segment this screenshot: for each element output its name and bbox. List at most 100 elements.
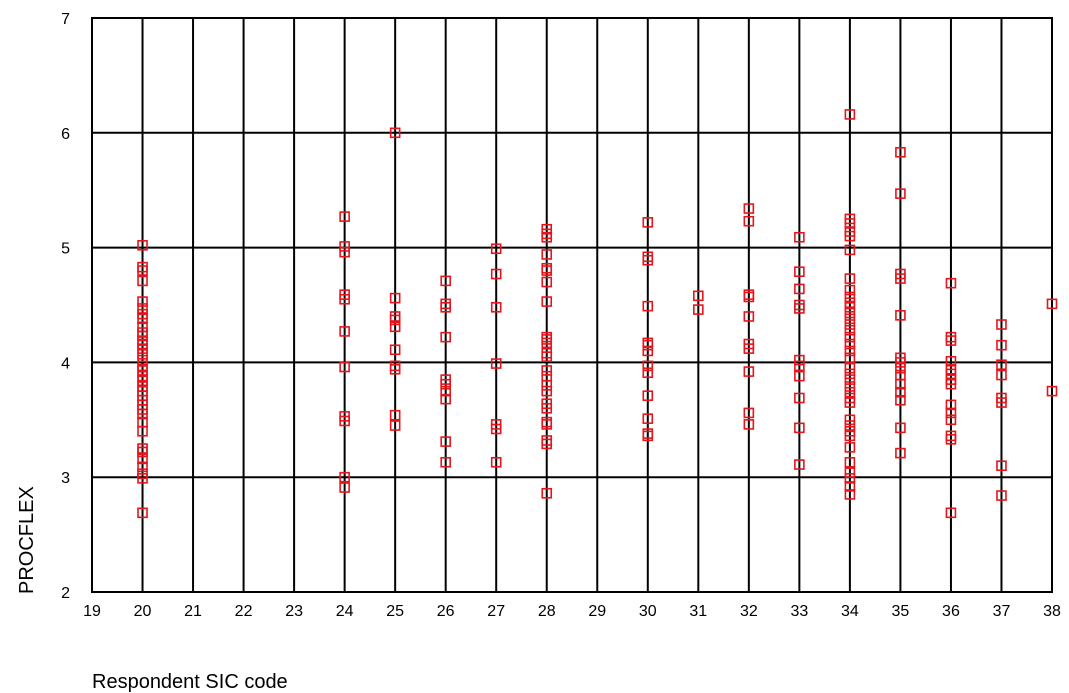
- data-point: [844, 420, 856, 431]
- data-point: [440, 393, 451, 405]
- data-point: [844, 442, 856, 453]
- data-point: [743, 407, 755, 419]
- data-point: [490, 243, 502, 255]
- data-point: [945, 378, 957, 390]
- data-point: [794, 422, 805, 434]
- data-point: [945, 434, 957, 445]
- data-point: [743, 419, 755, 430]
- y-axis-ticks: 2 3 4 5 6 7: [61, 11, 70, 602]
- data-point: [137, 354, 148, 366]
- data-point: [844, 218, 856, 229]
- data-point: [642, 367, 654, 379]
- x-tick-label: 31: [689, 603, 707, 620]
- data-point: [743, 366, 755, 377]
- data-point: [490, 268, 502, 280]
- data-point: [844, 313, 856, 325]
- data-point: [541, 487, 553, 499]
- data-point: [844, 338, 856, 350]
- data-point: [137, 473, 148, 484]
- data-point: [137, 296, 148, 307]
- x-tick-label: 28: [538, 603, 556, 620]
- x-tick-label: 21: [184, 603, 202, 620]
- data-point: [844, 397, 856, 408]
- data-point: [743, 343, 755, 354]
- data-point: [541, 249, 553, 260]
- y-tick-label: 7: [61, 11, 70, 28]
- data-point: [389, 292, 401, 304]
- data-point: [541, 380, 553, 391]
- data-point: [541, 276, 553, 288]
- data-point: [137, 275, 148, 287]
- data-point: [844, 301, 856, 313]
- data-point: [794, 266, 805, 278]
- data-point: [137, 425, 148, 437]
- data-point: [642, 345, 654, 357]
- data-point: [844, 414, 856, 426]
- data-point: [541, 419, 553, 430]
- data-point: [794, 360, 805, 372]
- data-point: [844, 430, 856, 442]
- data-point: [642, 360, 654, 372]
- data-point: [844, 368, 856, 380]
- data-point: [137, 461, 148, 473]
- data-point: [541, 351, 553, 362]
- data-point: [137, 303, 148, 314]
- data-point: [389, 363, 401, 375]
- data-point: [389, 314, 401, 326]
- data-point: [137, 349, 148, 360]
- y-tick-label: 3: [61, 470, 70, 487]
- data-point: [844, 345, 856, 357]
- data-point: [844, 284, 856, 296]
- data-point: [541, 403, 553, 414]
- data-point: [339, 361, 350, 373]
- data-point: [945, 355, 957, 367]
- data-point: [541, 231, 553, 243]
- data-point: [895, 386, 906, 398]
- data-point: [996, 460, 1007, 472]
- data-point: [844, 307, 856, 319]
- data-point: [794, 231, 805, 243]
- x-tick-label: 25: [386, 603, 404, 620]
- data-point: [844, 456, 856, 468]
- x-tick-label: 35: [892, 603, 910, 620]
- data-point: [996, 319, 1007, 330]
- data-point: [642, 390, 654, 401]
- data-point: [339, 471, 350, 483]
- data-point: [794, 370, 805, 382]
- data-point: [440, 378, 451, 390]
- data-point: [693, 290, 704, 302]
- y-tick-label: 2: [61, 585, 70, 602]
- data-point: [743, 203, 755, 214]
- x-tick-label: 26: [437, 603, 455, 620]
- data-point: [945, 407, 957, 419]
- data-point: [339, 241, 350, 252]
- data-point: [895, 394, 906, 406]
- data-point: [490, 423, 502, 435]
- data-point: [541, 365, 553, 376]
- data-point: [996, 397, 1007, 408]
- data-point: [945, 507, 957, 519]
- data-point: [642, 430, 654, 442]
- x-tick-label: 27: [487, 603, 505, 620]
- x-tick-label: 19: [83, 603, 101, 620]
- data-point: [844, 244, 856, 256]
- x-axis-title: Respondent SIC code: [92, 671, 288, 693]
- data-point: [895, 310, 906, 321]
- data-point: [1046, 298, 1058, 310]
- data-point: [642, 254, 654, 266]
- data-point: [794, 283, 805, 295]
- data-point: [541, 337, 553, 349]
- data-point: [844, 352, 856, 364]
- data-point: [794, 303, 805, 314]
- x-tick-label: 30: [639, 603, 657, 620]
- data-point: [389, 321, 401, 333]
- data-point: [541, 438, 553, 450]
- data-point: [642, 339, 654, 351]
- data-point: [339, 482, 350, 493]
- data-point: [844, 273, 856, 284]
- x-tick-label: 20: [134, 603, 152, 620]
- data-point: [945, 277, 957, 289]
- data-point: [389, 409, 401, 421]
- data-point: [440, 436, 451, 447]
